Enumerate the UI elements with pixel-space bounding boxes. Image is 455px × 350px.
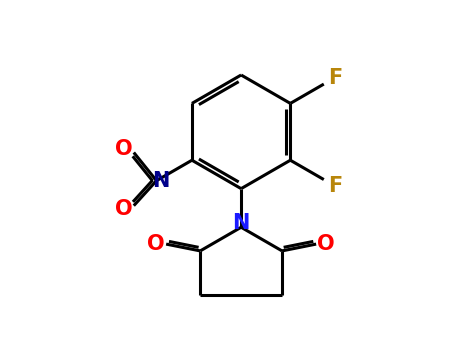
- Text: N: N: [152, 171, 170, 191]
- Text: F: F: [328, 176, 342, 196]
- Text: N: N: [233, 213, 250, 233]
- Text: O: O: [115, 199, 132, 219]
- Text: O: O: [317, 234, 335, 254]
- Text: O: O: [147, 234, 165, 254]
- Text: F: F: [328, 68, 342, 88]
- Text: O: O: [115, 139, 132, 159]
